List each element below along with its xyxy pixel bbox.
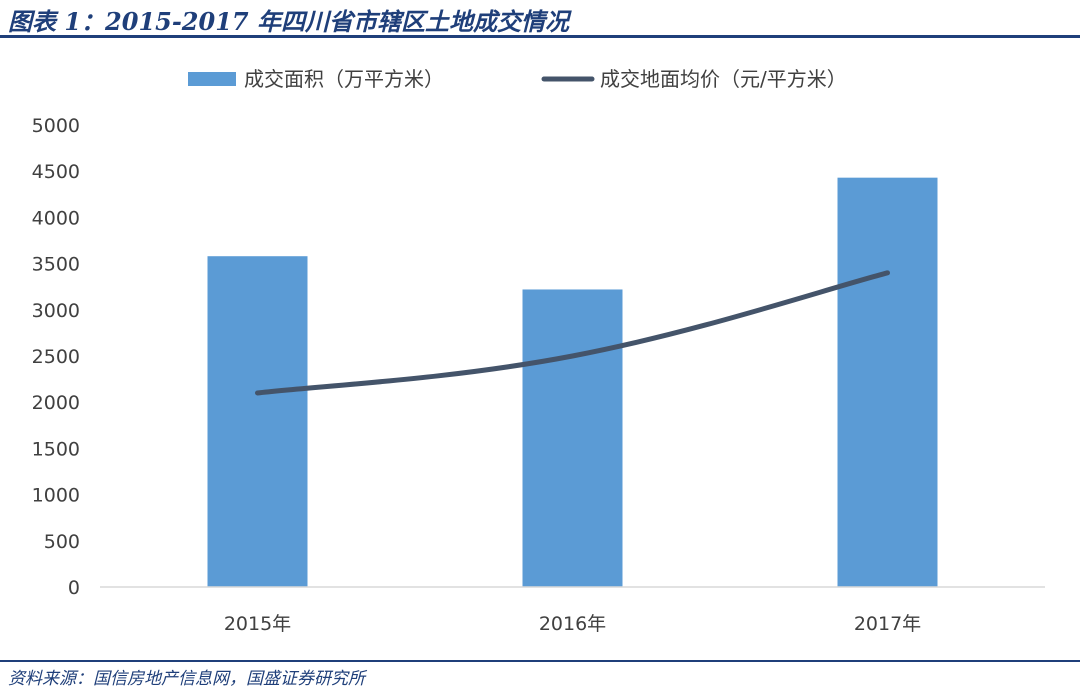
bar-series bbox=[208, 178, 938, 587]
bar-2015年 bbox=[208, 256, 308, 587]
y-tick-label: 500 bbox=[44, 531, 80, 553]
bar-2017年 bbox=[838, 178, 938, 587]
source-note: 资料来源：国信房地产信息网，国盛证券研究所 bbox=[8, 664, 365, 689]
footer-rule bbox=[0, 660, 1080, 662]
legend-swatch-area bbox=[188, 72, 236, 86]
x-tick-label: 2017年 bbox=[854, 613, 921, 635]
y-tick-label: 1000 bbox=[32, 485, 80, 507]
x-tick-label: 2016年 bbox=[539, 613, 606, 635]
y-tick-label: 2000 bbox=[32, 392, 80, 414]
y-tick-label: 2500 bbox=[32, 346, 80, 368]
y-tick-label: 3000 bbox=[32, 300, 80, 322]
y-tick-label: 4500 bbox=[32, 161, 80, 183]
y-tick-label: 1500 bbox=[32, 438, 80, 460]
y-tick-label: 4000 bbox=[32, 207, 80, 229]
x-tick-label: 2015年 bbox=[224, 613, 291, 635]
y-tick-label: 3500 bbox=[32, 254, 80, 276]
y-axis: 0 500 1000 1500 2000 2500 3000 3500 4000 4500 5000 bbox=[32, 115, 80, 599]
legend-label-area: 成交面积（万平方米） bbox=[244, 67, 444, 91]
y-tick-label: 0 bbox=[68, 577, 80, 599]
chart: 成交面积（万平方米） 成交地面均价（元/平方米） 0 500 1000 1500 200… bbox=[0, 0, 1080, 660]
y-tick-label: 5000 bbox=[32, 115, 80, 137]
legend-label-price: 成交地面均价（元/平方米） bbox=[600, 67, 847, 91]
legend: 成交面积（万平方米） 成交地面均价（元/平方米） bbox=[188, 67, 847, 91]
x-axis: 2015年 2016年 2017年 bbox=[224, 613, 921, 635]
bar-2016年 bbox=[523, 289, 623, 587]
